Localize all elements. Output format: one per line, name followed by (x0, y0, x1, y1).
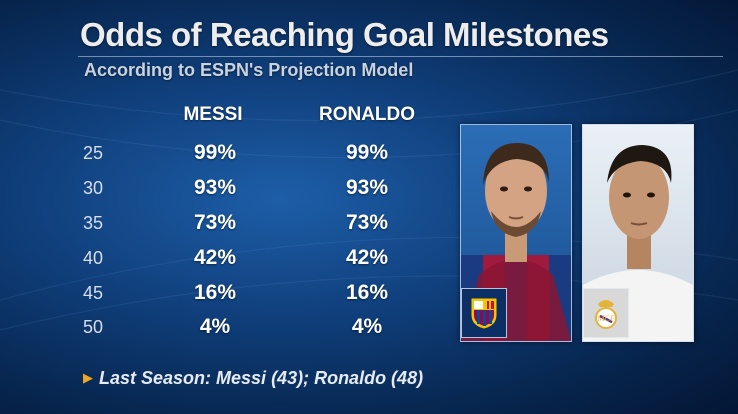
table-row: 45 16% 16% (0, 281, 460, 315)
ronaldo-odds: 93% (345, 176, 389, 199)
messi-odds: 73% (193, 211, 237, 234)
last-season-text: Last Season: Messi (43); Ronaldo (48) (99, 368, 424, 388)
messi-odds: 42% (193, 246, 237, 269)
table-row: 40 42% 42% (0, 246, 460, 280)
goal-milestone: 40 (83, 248, 104, 268)
column-header-ronaldo: RONALDO (318, 104, 416, 125)
messi-odds: 4% (199, 315, 231, 338)
table-row: 30 93% 93% (0, 176, 460, 210)
table-row: 25 99% 99% (0, 141, 460, 175)
ronaldo-odds: 99% (345, 141, 389, 164)
last-season-note: ▶ Last Season: Messi (43); Ronaldo (48) (83, 368, 423, 389)
table-row: 35 73% 73% (0, 211, 460, 245)
goal-milestone: 25 (83, 143, 104, 163)
ronaldo-odds: 4% (351, 315, 383, 338)
ronaldo-odds: 16% (345, 281, 389, 304)
messi-odds: 16% (193, 281, 237, 304)
column-header-messi: MESSI (183, 104, 243, 125)
table-row: 50 4% 4% (0, 315, 460, 349)
svg-text:MCF: MCF (598, 314, 615, 323)
ronaldo-odds: 42% (345, 246, 389, 269)
page-title: Odds of Reaching Goal Milestones (80, 16, 609, 53)
real-madrid-crest-icon: MCF (583, 288, 629, 338)
fc-barcelona-crest-icon (461, 288, 507, 338)
goal-milestone: 30 (83, 178, 104, 198)
goal-milestone: 45 (83, 283, 104, 303)
goal-milestone: 50 (83, 317, 104, 337)
page-subtitle: According to ESPN's Projection Model (84, 60, 414, 80)
title-divider (78, 56, 723, 57)
orange-triangle-icon: ▶ (83, 370, 93, 385)
ronaldo-odds: 73% (345, 211, 389, 234)
goal-milestone: 35 (83, 213, 104, 233)
messi-odds: 93% (193, 176, 237, 199)
messi-odds: 99% (193, 141, 237, 164)
